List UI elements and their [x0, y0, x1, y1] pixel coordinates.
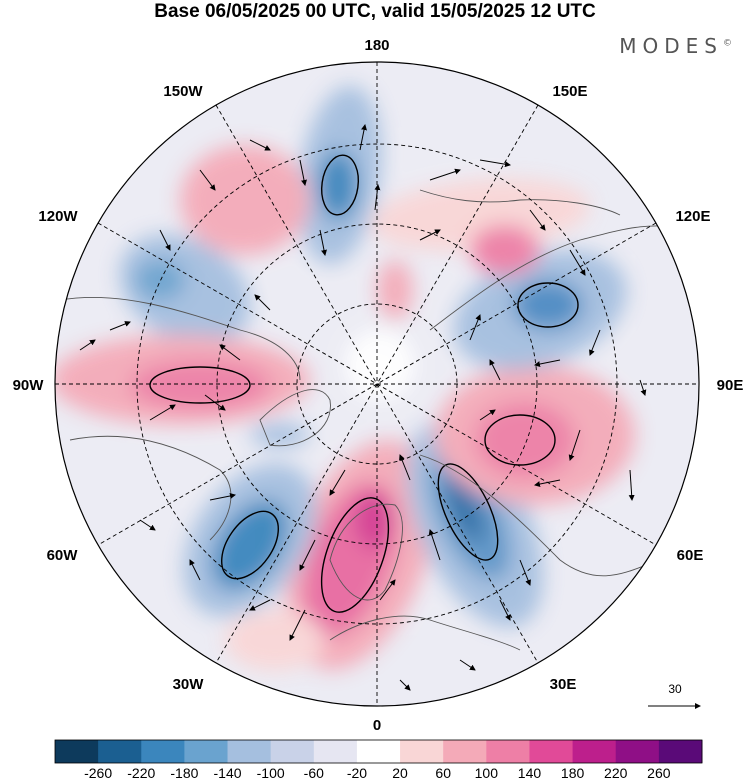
colorbar-swatch	[313, 740, 358, 763]
colorbar	[54, 739, 703, 764]
coastlines	[59, 189, 691, 651]
colorbar-tick-label: -140	[214, 765, 242, 781]
wind-reference: 30	[648, 682, 701, 709]
colorbar-swatch	[443, 740, 487, 763]
colorbar-swatch	[227, 740, 272, 763]
colorbar-swatch	[400, 740, 444, 763]
colorbar-swatch	[184, 740, 229, 763]
colorbar-swatch	[615, 740, 660, 763]
lon-label-90w: 90W	[13, 377, 45, 394]
map-border	[54, 61, 700, 707]
colorbar-tick-label: 60	[435, 765, 451, 781]
lon-label-90e: 90E	[717, 377, 744, 394]
colorbar-tick-label: -180	[170, 765, 198, 781]
colorbar-swatch	[141, 740, 185, 763]
height-contours	[149, 154, 579, 613]
colorbar-swatch	[658, 740, 703, 763]
colorbar-tick-label: -60	[304, 765, 324, 781]
lon-label-120e: 120E	[675, 208, 710, 225]
colorbar-swatch	[529, 740, 574, 763]
lon-label-60w: 60W	[47, 547, 79, 564]
colorbar-swatch	[486, 740, 530, 763]
lon-label-120w: 120W	[38, 208, 78, 225]
colorbar-tick-label: 100	[475, 765, 499, 781]
colorbar-swatch	[356, 740, 401, 763]
colorbar-tick-label: -20	[347, 765, 367, 781]
lon-label-150w: 150W	[163, 83, 203, 100]
colorbar-swatch	[572, 740, 617, 763]
colorbar-tick-label: -220	[127, 765, 155, 781]
colorbar-labels: -260 -220 -180 -140 -100 -60 -20 20 60 100 140 180 2…	[84, 765, 671, 781]
wind-reference-value: 30	[668, 682, 682, 696]
map-title: Base 06/05/2025 00 UTC, valid 15/05/2025…	[154, 1, 596, 22]
colorbar-tick-label: 180	[561, 765, 585, 781]
lon-label-150e: 150E	[552, 83, 587, 100]
colorbar-tick-label: -100	[257, 765, 285, 781]
anomaly-positive-alaska	[180, 145, 310, 255]
colorbar-tick-label: 20	[392, 765, 408, 781]
colorbar-tick-label: -260	[84, 765, 112, 781]
lon-label-0: 0	[373, 717, 381, 734]
lon-label-180: 180	[364, 37, 389, 54]
anomaly-positive-chukotka	[370, 178, 590, 252]
wind-vectors	[79, 124, 647, 691]
colorbar-tick-label: 220	[604, 765, 628, 781]
lon-label-30e: 30E	[550, 676, 577, 693]
colorbar-swatch	[270, 740, 315, 763]
colorbar-tick-label: 140	[518, 765, 542, 781]
colorbar-tick-label: 260	[647, 765, 671, 781]
lon-label-60e: 60E	[677, 547, 704, 564]
colorbar-frame	[54, 739, 703, 764]
lon-label-30w: 30W	[173, 676, 205, 693]
modes-logo: MODES©	[619, 34, 732, 58]
longitude-labels: 180 0 90W 90E 150W 150E 120W 120E 60W 60…	[13, 37, 744, 734]
graticule	[55, 62, 699, 706]
colorbar-swatch	[55, 740, 99, 763]
colorbar-swatch	[98, 740, 142, 763]
